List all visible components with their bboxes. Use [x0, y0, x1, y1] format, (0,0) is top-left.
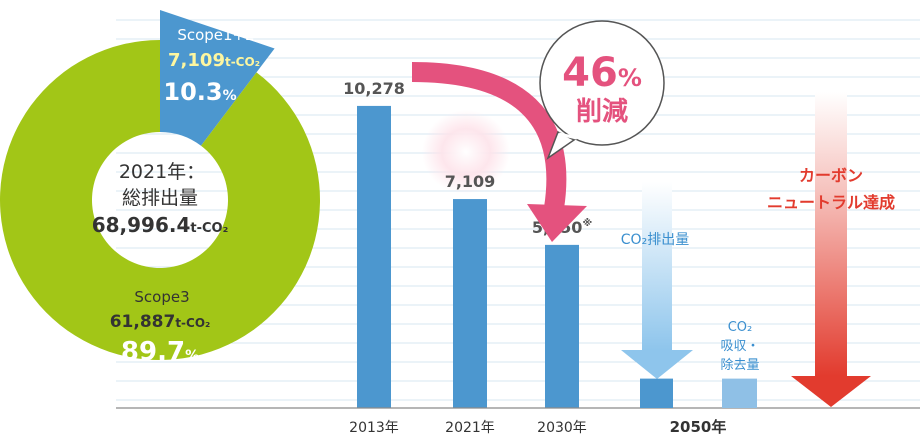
donut-center-label: 2021年： 総排出量 68,996.4t-CO₂ — [92, 161, 229, 237]
reduction-value: 46% — [562, 50, 642, 96]
scope3-percent: 89.7% — [121, 337, 199, 367]
x-tick-label: 2013年 — [349, 420, 399, 436]
neutral-label-line-1: カーボン — [799, 166, 863, 185]
neutral-label-line-2: ニュートラル達成 — [767, 193, 895, 212]
donut-slice-scope1-2 — [160, 10, 275, 146]
x-tick-label-2050: 2050年 — [670, 418, 727, 436]
reduction-callout: 46% 削減 — [539, 20, 665, 161]
bar-value-label: 7,109 — [445, 172, 496, 191]
bar-series — [357, 105, 579, 409]
scope3-value: 61,887t-CO₂ — [110, 312, 211, 332]
emission-bar-2050 — [640, 378, 673, 408]
x-tick-label: 2021年 — [445, 420, 495, 436]
donut-chart — [0, 10, 320, 360]
x-tick-labels: 2013年 2021年 2030年 — [349, 420, 587, 436]
reduction-label: 削減 — [576, 97, 628, 127]
neutral-arrow — [791, 92, 871, 407]
bar-value-label: 10,278 — [343, 79, 405, 98]
emission-label: CO₂排出量 — [621, 232, 689, 248]
center-title: 総排出量 — [122, 187, 198, 209]
reduction-arrow-head — [527, 204, 587, 242]
center-total: 68,996.4t-CO₂ — [92, 213, 229, 237]
absorption-label-line-1: CO₂ — [728, 320, 753, 335]
scope3-label-group: Scope3 61,887t-CO₂ 89.7% — [110, 288, 211, 367]
emission-arrow — [621, 182, 693, 379]
donut-slice-scope3 — [0, 40, 320, 360]
scope12-name: Scope1+2 — [177, 26, 254, 44]
target-2050-group: CO₂排出量 CO₂ 吸収・ 除去量 カーボン ニュートラル達成 — [621, 92, 895, 408]
scope3-name: Scope3 — [134, 288, 189, 306]
scope12-value: 7,109t-CO₂ — [168, 50, 260, 71]
absorption-bar-2050 — [722, 378, 757, 408]
bar-2013年 — [357, 105, 391, 409]
bar-2021年 — [453, 199, 487, 408]
x-tick-label: 2030年 — [537, 420, 587, 436]
highlight-glow — [422, 110, 510, 194]
absorption-label-line-2: 吸収・ — [720, 339, 759, 354]
footnote-mark: ※ — [582, 217, 592, 229]
scope12-label-group: Scope1+2 7,109t-CO₂ 10.3% — [163, 26, 260, 106]
reduction-arrow-shaft — [411, 62, 567, 210]
absorption-label-line-3: 除去量 — [720, 358, 759, 373]
scope12-percent: 10.3% — [163, 78, 236, 106]
center-year: 2021年： — [119, 161, 205, 183]
callout-circle — [539, 20, 665, 146]
bar-2030年 — [545, 244, 579, 408]
